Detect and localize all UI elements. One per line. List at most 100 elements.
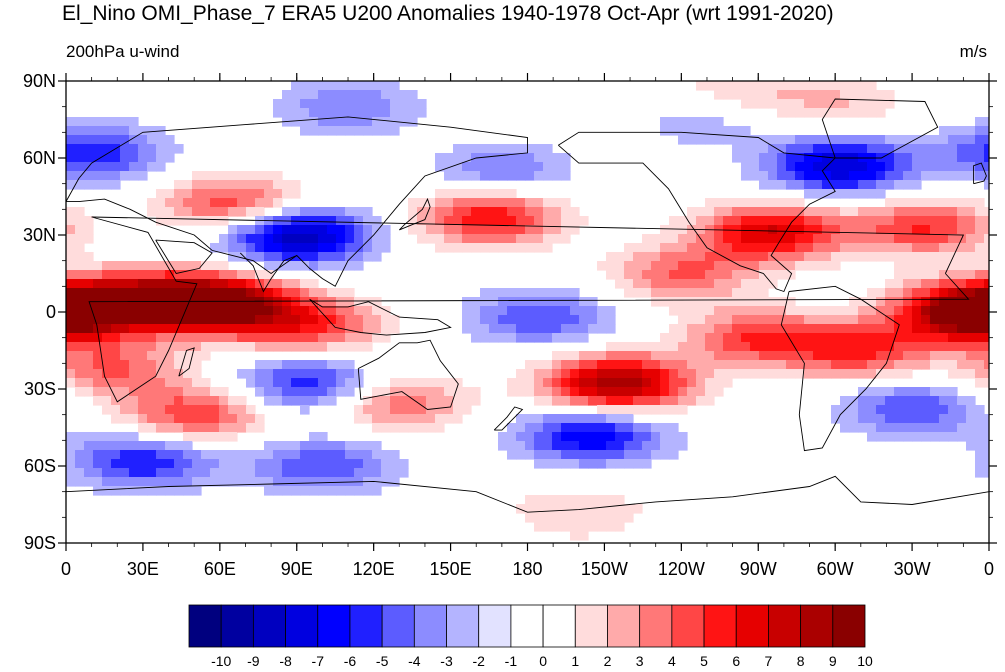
field-cell [570, 504, 580, 514]
field-cell [210, 261, 220, 271]
field-cell [552, 288, 562, 298]
field-cell [696, 216, 706, 226]
field-cell [264, 279, 274, 289]
field-cell [579, 531, 589, 541]
field-cell [804, 90, 814, 100]
field-cell [705, 288, 715, 298]
field-cell [705, 396, 715, 406]
field-cell [516, 369, 526, 379]
field-cell [858, 351, 868, 361]
field-cell [246, 378, 256, 388]
field-cell [372, 468, 382, 478]
field-cell [543, 360, 553, 370]
field-cell [129, 459, 139, 469]
field-cell [516, 315, 526, 325]
field-cell [129, 432, 139, 442]
field-cell [579, 396, 589, 406]
field-cell [129, 279, 139, 289]
europe-asia-coast [66, 116, 528, 287]
field-cell [786, 297, 796, 307]
field-cell [255, 297, 265, 307]
field-cell [408, 117, 418, 127]
field-cell [912, 180, 922, 190]
field-cell [408, 387, 418, 397]
field-cell [822, 234, 832, 244]
field-cell [462, 243, 472, 253]
field-cell [453, 396, 463, 406]
field-cell [669, 234, 679, 244]
field-cell [327, 306, 337, 316]
field-cell [75, 369, 85, 379]
field-cell [741, 252, 751, 262]
field-cell [759, 279, 769, 289]
field-cell [525, 216, 535, 226]
field-cell [615, 495, 625, 505]
field-cell [669, 441, 679, 451]
field-cell [849, 369, 859, 379]
field-cell [219, 198, 229, 208]
field-cell [165, 288, 175, 298]
field-cell [543, 243, 553, 253]
field-cell [840, 414, 850, 424]
field-cell [966, 144, 976, 154]
field-cell [939, 306, 949, 316]
field-cell [336, 126, 346, 136]
field-cell [345, 342, 355, 352]
field-cell [624, 360, 634, 370]
field-cell [516, 432, 526, 442]
field-cell [903, 252, 913, 262]
field-cell [300, 207, 310, 217]
field-cell [813, 144, 823, 154]
field-cell [75, 252, 85, 262]
field-cell [372, 252, 382, 262]
field-cell [318, 396, 328, 406]
field-cell [741, 360, 751, 370]
field-cell [570, 450, 580, 460]
field-cell [669, 126, 679, 136]
field-cell [741, 225, 751, 235]
field-cell [912, 333, 922, 343]
field-cell [480, 216, 490, 226]
field-cell [354, 225, 364, 235]
field-cell [777, 144, 787, 154]
field-cell [291, 288, 301, 298]
field-cell [669, 297, 679, 307]
field-cell [786, 234, 796, 244]
field-cell [606, 261, 616, 271]
field-cell [183, 333, 193, 343]
field-cell [876, 108, 886, 118]
field-cell [660, 423, 670, 433]
field-cell [777, 207, 787, 217]
field-cell [228, 189, 238, 199]
field-cell [291, 108, 301, 118]
field-cell [885, 90, 895, 100]
field-cell [498, 162, 508, 172]
field-cell [435, 396, 445, 406]
field-cell [255, 306, 265, 316]
field-cell [714, 135, 724, 145]
field-cell [912, 216, 922, 226]
field-cell [678, 324, 688, 334]
field-cell [480, 297, 490, 307]
colorbar-swatch [317, 604, 351, 648]
field-cell [381, 99, 391, 109]
field-cell [525, 360, 535, 370]
field-cell [111, 153, 121, 163]
field-cell [957, 126, 967, 136]
field-cell [399, 396, 409, 406]
field-cell [786, 90, 796, 100]
field-cell [399, 468, 409, 478]
field-cell [741, 315, 751, 325]
field-cell [291, 378, 301, 388]
field-cell [381, 117, 391, 127]
field-cell [930, 225, 940, 235]
field-cell [489, 171, 499, 181]
field-cell [786, 333, 796, 343]
field-cell [696, 306, 706, 316]
field-cell [291, 117, 301, 127]
field-cell [336, 333, 346, 343]
field-cell [912, 324, 922, 334]
field-cell [201, 450, 211, 460]
field-cell [309, 342, 319, 352]
field-cell [498, 216, 508, 226]
